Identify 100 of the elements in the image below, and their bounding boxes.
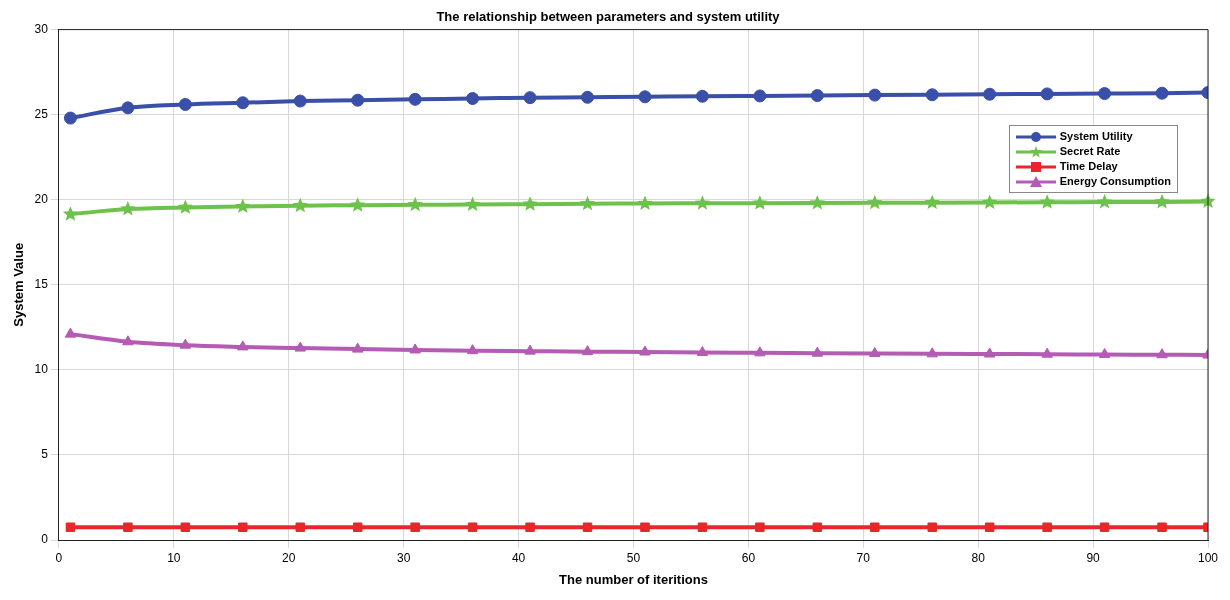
point — [120, 201, 136, 216]
point — [982, 194, 998, 209]
x-tick-label: 20 — [282, 550, 296, 565]
y-tick-label: 30 — [34, 21, 49, 36]
point — [64, 327, 77, 338]
point — [1040, 87, 1054, 101]
point — [640, 522, 650, 532]
point — [809, 194, 825, 210]
point — [925, 88, 939, 102]
point — [1098, 87, 1112, 101]
point — [1099, 522, 1110, 532]
point — [581, 345, 594, 356]
point — [407, 196, 423, 212]
point — [752, 195, 768, 210]
point — [1096, 194, 1113, 209]
x-tick-label: 100 — [1197, 550, 1219, 565]
point — [637, 195, 653, 210]
point — [409, 343, 421, 354]
point — [983, 87, 997, 101]
point — [522, 196, 538, 211]
y-tick-label: 15 — [34, 277, 49, 292]
point — [352, 522, 363, 532]
point — [1039, 194, 1055, 209]
point — [524, 344, 536, 355]
x-tick-label: 50 — [626, 550, 641, 565]
point — [1098, 348, 1111, 359]
point — [295, 522, 305, 532]
y-tick-label: 25 — [34, 106, 49, 121]
x-tick-label: 30 — [396, 550, 411, 565]
point — [62, 206, 79, 221]
x-tick-label: 60 — [741, 550, 756, 565]
point — [869, 347, 881, 358]
legend-label: Time Delay — [1059, 159, 1118, 172]
point — [466, 92, 480, 105]
point — [697, 522, 708, 532]
point — [121, 101, 135, 115]
point — [351, 93, 365, 107]
point — [926, 347, 938, 358]
point — [694, 195, 711, 210]
point — [695, 89, 709, 103]
point — [465, 196, 481, 211]
point — [811, 346, 824, 357]
point — [755, 522, 765, 532]
point — [1042, 522, 1052, 532]
y-tick-label: 10 — [34, 362, 49, 377]
point — [638, 90, 652, 104]
point — [65, 522, 76, 532]
point — [177, 199, 193, 214]
x-tick-label: 10 — [167, 550, 181, 565]
point — [294, 341, 306, 352]
point — [179, 338, 192, 349]
point — [696, 346, 709, 357]
point — [812, 522, 823, 532]
point — [123, 522, 133, 532]
point — [582, 522, 593, 532]
point — [236, 96, 250, 110]
point — [410, 522, 420, 532]
x-tick-label: 70 — [856, 550, 871, 565]
point — [237, 340, 249, 351]
legend-label: Secret Rate — [1059, 144, 1121, 157]
point — [639, 345, 651, 356]
point — [178, 97, 192, 111]
point — [1157, 522, 1167, 532]
point — [466, 344, 479, 355]
point — [238, 522, 248, 532]
point — [1155, 86, 1169, 100]
y-tick-label: 20 — [34, 192, 49, 207]
point — [984, 522, 995, 532]
point — [235, 198, 251, 214]
point — [63, 111, 77, 125]
point — [753, 89, 767, 103]
point — [122, 335, 134, 346]
chart-title: The relationship between parameters and system utility — [436, 9, 781, 25]
point — [870, 522, 880, 532]
point — [1156, 348, 1168, 359]
point — [352, 342, 364, 353]
point — [581, 90, 595, 104]
point — [927, 522, 937, 532]
point — [579, 195, 596, 211]
x-tick-label: 80 — [971, 550, 986, 565]
point — [810, 89, 824, 103]
y-axis-title: System Value — [11, 242, 27, 327]
point — [180, 522, 191, 532]
point — [467, 522, 478, 532]
point — [867, 194, 883, 210]
point — [754, 346, 766, 357]
point — [293, 94, 307, 108]
x-tick-label: 90 — [1086, 550, 1101, 565]
x-tick-label: 0 — [55, 550, 63, 565]
point — [1041, 347, 1053, 358]
legend-label: System Utility — [1059, 129, 1133, 142]
point — [1154, 193, 1170, 209]
x-tick-label: 40 — [511, 550, 526, 565]
point — [292, 197, 308, 213]
y-tick-label: 0 — [41, 532, 49, 547]
point — [350, 197, 366, 212]
point — [523, 91, 537, 105]
x-axis-title: The number of iteritions — [559, 571, 708, 587]
point — [924, 194, 940, 210]
point — [525, 522, 535, 532]
